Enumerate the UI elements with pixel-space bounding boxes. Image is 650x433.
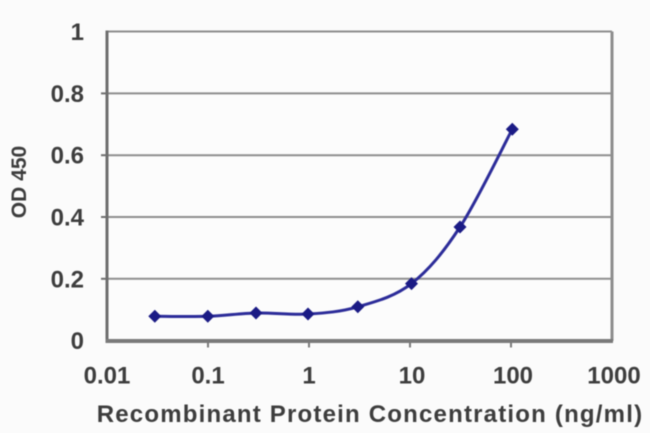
svg-text:0: 0 <box>71 328 84 355</box>
svg-text:1: 1 <box>302 363 315 390</box>
svg-text:0.4: 0.4 <box>51 205 85 232</box>
svg-text:1000: 1000 <box>587 363 640 390</box>
svg-text:0.6: 0.6 <box>51 143 84 170</box>
svg-text:Recombinant Protein Concentrat: Recombinant Protein Concentration (ng/ml… <box>97 401 644 428</box>
svg-text:0.2: 0.2 <box>51 266 84 293</box>
svg-text:10: 10 <box>399 363 426 390</box>
svg-text:100: 100 <box>493 363 533 390</box>
svg-text:0.8: 0.8 <box>51 81 84 108</box>
svg-text:1: 1 <box>71 19 84 46</box>
svg-text:0.01: 0.01 <box>84 363 131 390</box>
svg-text:0.1: 0.1 <box>191 363 224 390</box>
svg-text:OD 450: OD 450 <box>8 146 31 218</box>
